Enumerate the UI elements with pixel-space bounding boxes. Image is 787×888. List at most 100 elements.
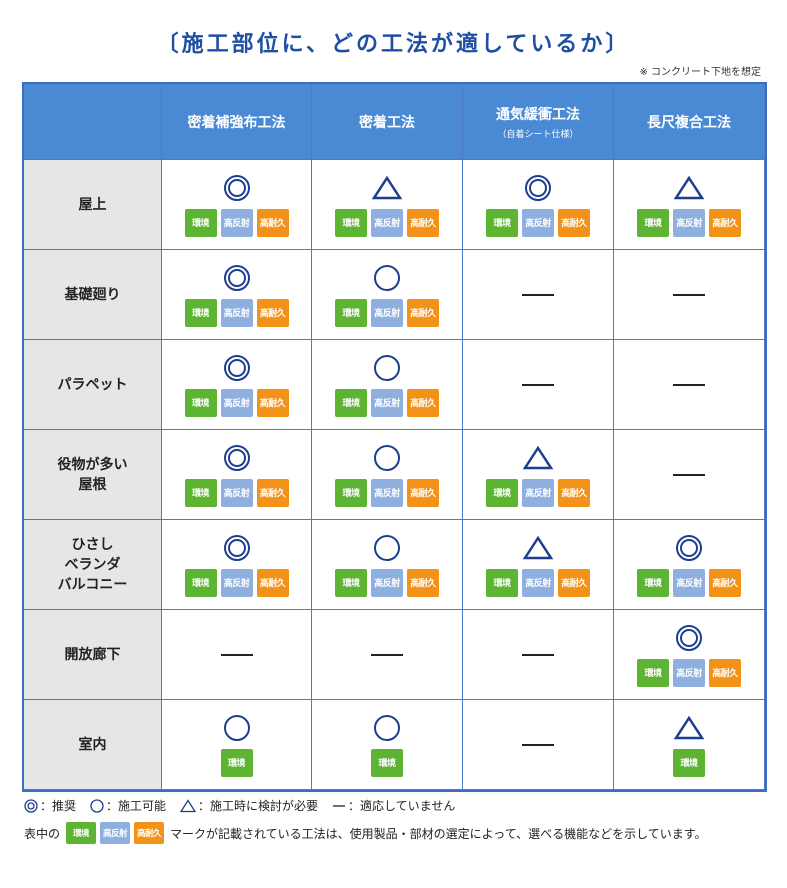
dash-icon: [673, 293, 705, 296]
badge-group: 環境 高反射 高耐久: [335, 298, 439, 327]
badge-env: 環境: [184, 298, 217, 327]
legend-review-label: ：施工時に検討が必要: [198, 799, 319, 813]
badge-high-reflect: 高反射: [371, 568, 403, 597]
mark-container: [374, 353, 400, 383]
badge-high-reflect: 高反射: [371, 298, 403, 327]
circle-icon: [374, 714, 400, 741]
badge-high-durability: 高耐久: [558, 208, 590, 237]
badge-high-durability: 高耐久: [709, 568, 741, 597]
badge-env: 環境: [637, 658, 669, 687]
dash-icon: [522, 293, 554, 296]
badge-env: 環境: [220, 748, 253, 777]
column-header-label: 密着工法: [359, 114, 415, 131]
badge-group: 環境 高反射 高耐久: [637, 658, 741, 687]
badge-high-durability: 高耐久: [558, 568, 590, 597]
mark-container: [673, 280, 705, 310]
legend-possible: ：施工可能: [90, 797, 166, 814]
badge-group: 環境 高反射 高耐久: [637, 568, 741, 597]
dash-icon: [673, 473, 705, 476]
badge-group: 環境: [371, 748, 403, 777]
table-cell: [162, 610, 312, 700]
column-header: 密着工法: [312, 84, 463, 160]
badge-env: 環境: [335, 388, 367, 417]
mark-container: [374, 713, 400, 743]
circle-icon: [374, 534, 400, 561]
dash-icon: [673, 383, 705, 386]
row-label: 屋上: [24, 160, 162, 250]
table-cell: 環境 高反射 高耐久: [312, 520, 463, 610]
badge-high-reflect: 高反射: [371, 208, 403, 237]
triangle-icon: [523, 445, 553, 469]
table-cell: [463, 340, 614, 430]
badge-group: 環境 高反射 高耐久: [184, 208, 289, 237]
badge-env: 環境: [335, 478, 367, 507]
mark-container: [372, 173, 402, 203]
badge-group: 環境 高反射 高耐久: [335, 568, 439, 597]
double-circle-icon: [223, 174, 250, 201]
table-cell: 環境 高反射 高耐久: [463, 520, 614, 610]
badge-high-reflect: 高反射: [673, 568, 705, 597]
badge-legend-text: マークが記載されている工法は、使用製品・部材の選定によって、選べる機能などを示し…: [170, 826, 707, 841]
column-header-sub: （自着シート仕様）: [497, 129, 579, 140]
triangle-icon: [372, 175, 402, 199]
table-cell: 環境: [162, 700, 312, 790]
badge-env: 環境: [184, 478, 217, 507]
badge-group: 環境 高反射 高耐久: [486, 478, 590, 507]
table-cell: 環境 高反射 高耐久: [162, 430, 312, 520]
badge-high-durability: 高耐久: [709, 208, 741, 237]
mark-container: [523, 443, 553, 473]
legend-recommended-label: ：推奨: [40, 799, 77, 813]
table-cell: 環境 高反射 高耐久: [162, 340, 312, 430]
mark-container: [673, 460, 705, 490]
dash-icon: [220, 653, 253, 656]
circle-icon: [90, 798, 104, 813]
mark-container: [523, 533, 553, 563]
column-header: 長尺複合工法: [614, 84, 765, 160]
badge-env: 環境: [486, 478, 518, 507]
row-label: ひさし ベランダ バルコニー: [24, 520, 162, 610]
badge-legend: 表中の 環境 高反射 高耐久 マークが記載されている工法は、使用製品・部材の選定…: [24, 822, 707, 844]
mark-container: [676, 623, 702, 653]
badge-high-durability: 高耐久: [256, 298, 289, 327]
mark-container: [673, 370, 705, 400]
badge-high-reflect: 高反射: [522, 208, 554, 237]
mark-container: [676, 533, 702, 563]
triangle-icon: [674, 175, 704, 199]
badge-high-reflect: 高反射: [100, 822, 131, 844]
mark-container: [223, 443, 250, 473]
triangle-icon: [674, 715, 704, 739]
badge-env: 環境: [486, 568, 518, 597]
double-circle-icon: [676, 624, 702, 651]
badge-env: 環境: [66, 822, 97, 844]
table-cell: 環境 高反射 高耐久: [162, 160, 312, 250]
mark-container: [220, 640, 253, 670]
assumption-note: ※ コンクリート下地を想定: [639, 67, 761, 78]
badge-high-reflect: 高反射: [673, 208, 705, 237]
table-cell: [312, 610, 463, 700]
dash-icon: [333, 804, 346, 807]
badge-high-durability: 高耐久: [256, 208, 289, 237]
badge-legend-lead: 表中の: [24, 826, 61, 841]
table-corner: [24, 84, 162, 160]
badge-high-durability: 高耐久: [407, 298, 439, 327]
row-label: 室内: [24, 700, 162, 790]
table-cell: [463, 610, 614, 700]
double-circle-icon: [676, 534, 702, 561]
mark-container: [371, 640, 403, 670]
dash-icon: [522, 743, 554, 746]
mark-container: [223, 353, 250, 383]
double-circle-icon: [223, 534, 250, 561]
badge-high-reflect: 高反射: [673, 658, 705, 687]
badge-high-reflect: 高反射: [371, 388, 403, 417]
badge-group: 環境 高反射 高耐久: [486, 568, 590, 597]
legend-review: ：施工時に検討が必要: [180, 797, 318, 814]
circle-icon: [223, 714, 250, 741]
badge-high-durability: 高耐久: [256, 478, 289, 507]
table-cell: [614, 340, 765, 430]
mark-container: [525, 173, 551, 203]
badge-env: 環境: [335, 208, 367, 237]
mark-container: [522, 640, 554, 670]
mark-container: [374, 533, 400, 563]
badge-high-durability: 高耐久: [256, 388, 289, 417]
double-circle-icon: [525, 174, 551, 201]
